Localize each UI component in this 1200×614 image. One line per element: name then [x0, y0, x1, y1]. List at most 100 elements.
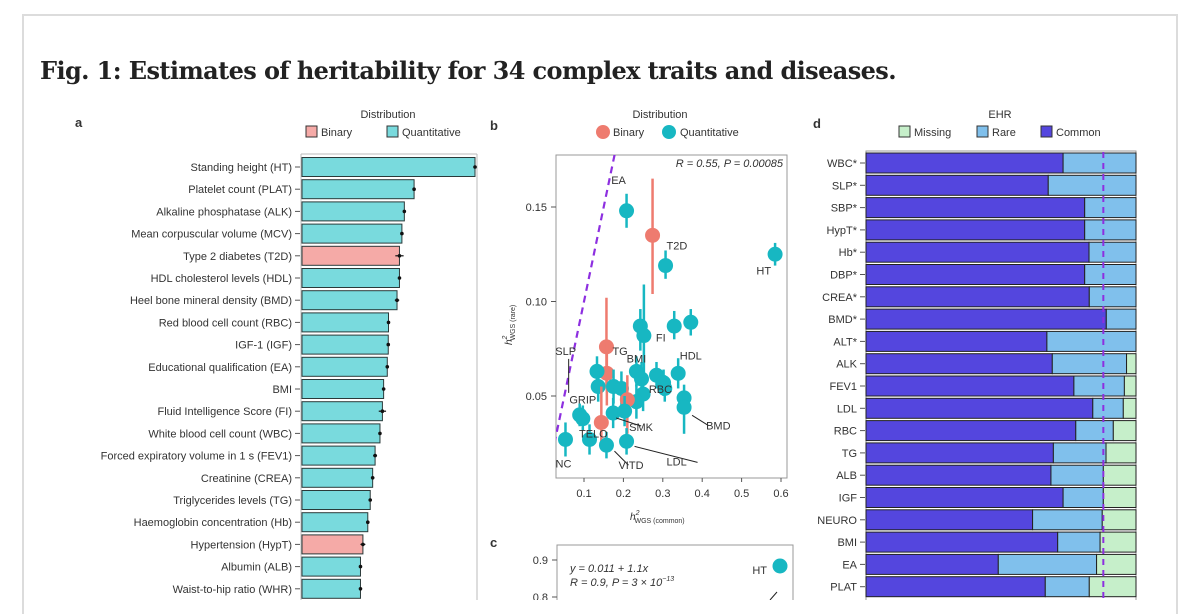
plot-frame-c — [556, 544, 794, 600]
bar-segment-rare — [1088, 286, 1137, 308]
bar-segment-missing — [1123, 375, 1137, 397]
bar-segment-common — [865, 353, 1053, 375]
point-label: HT — [756, 265, 771, 277]
category-label: BMI — [272, 384, 292, 396]
category-label: BMD* — [828, 314, 857, 326]
legend-marker-binary — [596, 125, 610, 139]
data-point — [683, 314, 699, 330]
bar-point-estimate — [395, 298, 399, 303]
category-label: Albumin (ALB) — [221, 562, 292, 574]
category-label: FEV1 — [829, 381, 857, 393]
point-label: SLP — [555, 346, 576, 358]
bar-segment-missing — [1122, 397, 1137, 419]
bar-segment-rare — [1084, 264, 1137, 285]
category-label: IGF-1 (IGF) — [235, 340, 292, 352]
bar-point-estimate — [370, 476, 375, 480]
figure-frame — [22, 14, 1178, 614]
regression-statistics: R = 0.9, P = 3 × 10−13 — [570, 576, 674, 589]
x-tick-label: 0.2 — [616, 488, 631, 500]
regression-line — [769, 591, 778, 600]
bar-point-estimate — [402, 209, 407, 214]
category-label: WBC* — [827, 158, 858, 170]
category-label: Standing height (HT) — [191, 162, 293, 174]
bar — [301, 445, 376, 466]
bar-point-estimate — [386, 342, 391, 347]
bar-segment-common — [865, 487, 1064, 508]
bar-segment-missing — [1105, 442, 1137, 464]
x-tick-label: 0.3 — [655, 488, 670, 500]
bar-segment-rare — [1105, 308, 1137, 330]
bar-segment-missing — [1102, 487, 1137, 508]
label-leader-line — [616, 417, 642, 427]
category-label: Heel bone mineral density (BMD) — [130, 295, 292, 307]
data-point — [619, 433, 635, 449]
data-point — [619, 203, 635, 219]
bar-segment-rare — [1073, 375, 1125, 397]
point-label: TG — [612, 346, 627, 358]
bar — [301, 356, 388, 377]
category-label: SBP* — [831, 203, 858, 215]
category-label: White blood cell count (WBC) — [148, 428, 292, 440]
point-label: TELO — [579, 428, 608, 440]
bar-segment-rare — [1051, 353, 1128, 375]
x-tick-label: 0.1 — [576, 488, 591, 500]
legend-swatch-binary — [305, 125, 318, 138]
bar-point-estimate — [386, 320, 391, 325]
category-label: Triglycerides levels (TG) — [173, 495, 292, 507]
data-point — [634, 371, 650, 387]
category-label: SLP* — [832, 180, 858, 192]
data-point — [617, 403, 633, 419]
legend-label-quantitative: Quantitative — [680, 127, 739, 139]
point-label: HDL — [680, 350, 702, 362]
legend-swatch-rare — [976, 125, 989, 138]
bar-segment-common — [865, 442, 1054, 464]
point-label: LDL — [667, 456, 687, 468]
bar-point-estimate — [400, 231, 404, 236]
bar-segment-rare — [1047, 174, 1137, 196]
legend-label-quantitative: Quantitative — [402, 127, 461, 139]
bar-point-estimate — [358, 587, 363, 591]
category-label: CREA* — [822, 292, 858, 304]
bar-point-estimate — [412, 187, 416, 191]
x-tick-label: 0.4 — [695, 488, 710, 500]
bar-segment-common — [865, 420, 1077, 442]
category-label: Haemoglobin concentration (Hb) — [134, 517, 292, 529]
bar — [301, 223, 403, 244]
bar-segment-common — [865, 509, 1034, 531]
figure-title: Fig. 1: Estimates of heritability for 34… — [40, 56, 897, 85]
legend-label-missing: Missing — [914, 127, 951, 139]
data-point — [636, 328, 652, 344]
panel-label-c: c — [490, 535, 497, 550]
bar-segment-rare — [1084, 197, 1137, 219]
bar — [301, 290, 398, 311]
category-label: Hb* — [839, 247, 858, 259]
bar-segment-missing — [1099, 531, 1137, 553]
legend-label-binary: Binary — [613, 127, 645, 139]
plot-area-b — [556, 155, 783, 459]
category-label: Waist-to-hip ratio (WHR) — [173, 584, 292, 596]
category-label: ALK — [836, 359, 857, 371]
category-label: Fluid Intelligence Score (FI) — [158, 406, 293, 418]
legend-swatch-missing — [898, 125, 911, 138]
legend-title-d: EHR — [988, 109, 1011, 121]
data-point — [658, 258, 674, 274]
bar — [301, 578, 361, 599]
category-label: Forced expiratory volume in 1 s (FEV1) — [101, 451, 292, 463]
category-label: EA — [842, 559, 857, 571]
category-label: Mean corpuscular volume (MCV) — [131, 229, 292, 241]
legend-swatch-quantitative — [386, 125, 399, 138]
panel-label-a: a — [75, 115, 83, 130]
bar-segment-missing — [1112, 420, 1137, 442]
category-label: Type 2 diabetes (T2D) — [183, 251, 292, 263]
category-label: BMI — [837, 537, 857, 549]
point-label: T2D — [667, 240, 688, 252]
data-point — [593, 414, 609, 430]
label-leader-line — [634, 445, 698, 463]
category-label: Hypertension (HypT) — [191, 539, 292, 551]
point-label: BMI — [627, 353, 647, 365]
category-label: Creatinine (CREA) — [201, 473, 292, 485]
bar — [301, 534, 364, 555]
bar-segment-common — [865, 308, 1107, 330]
bar — [301, 490, 371, 510]
bar-segment-rare — [1050, 464, 1104, 486]
